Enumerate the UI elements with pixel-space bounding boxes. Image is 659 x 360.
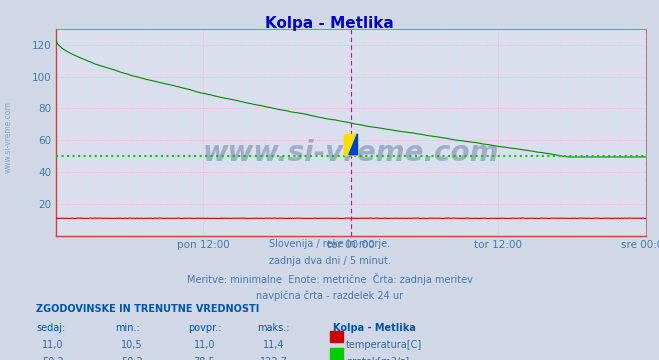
Text: 122,7: 122,7	[260, 357, 287, 360]
Text: sedaj:: sedaj:	[36, 323, 65, 333]
Text: www.si-vreme.com: www.si-vreme.com	[3, 101, 13, 173]
Text: 11,0: 11,0	[194, 340, 215, 350]
Text: 50,2: 50,2	[121, 357, 143, 360]
Polygon shape	[349, 134, 357, 154]
Text: pretok[m3/s]: pretok[m3/s]	[346, 357, 409, 360]
Text: 11,4: 11,4	[263, 340, 284, 350]
Text: maks.:: maks.:	[257, 323, 289, 333]
Text: 10,5: 10,5	[121, 340, 142, 350]
Text: Kolpa - Metlika: Kolpa - Metlika	[265, 16, 394, 31]
Text: temperatura[C]: temperatura[C]	[346, 340, 422, 350]
Text: www.si-vreme.com: www.si-vreme.com	[203, 139, 499, 167]
Text: Slovenija / reke in morje.: Slovenija / reke in morje.	[269, 239, 390, 249]
Text: povpr.:: povpr.:	[188, 323, 221, 333]
Text: ZGODOVINSKE IN TRENUTNE VREDNOSTI: ZGODOVINSKE IN TRENUTNE VREDNOSTI	[36, 304, 260, 314]
Bar	[345, 134, 357, 154]
Text: 50,2: 50,2	[42, 357, 64, 360]
Text: navpična črta - razdelek 24 ur: navpična črta - razdelek 24 ur	[256, 290, 403, 301]
Text: Kolpa - Metlika: Kolpa - Metlika	[333, 323, 416, 333]
Text: min.:: min.:	[115, 323, 140, 333]
Text: 11,0: 11,0	[42, 340, 63, 350]
Polygon shape	[349, 134, 357, 154]
Text: zadnja dva dni / 5 minut.: zadnja dva dni / 5 minut.	[269, 256, 390, 266]
Text: 78,5: 78,5	[193, 357, 215, 360]
Text: Meritve: minimalne  Enote: metrične  Črta: zadnja meritev: Meritve: minimalne Enote: metrične Črta:…	[186, 273, 473, 285]
